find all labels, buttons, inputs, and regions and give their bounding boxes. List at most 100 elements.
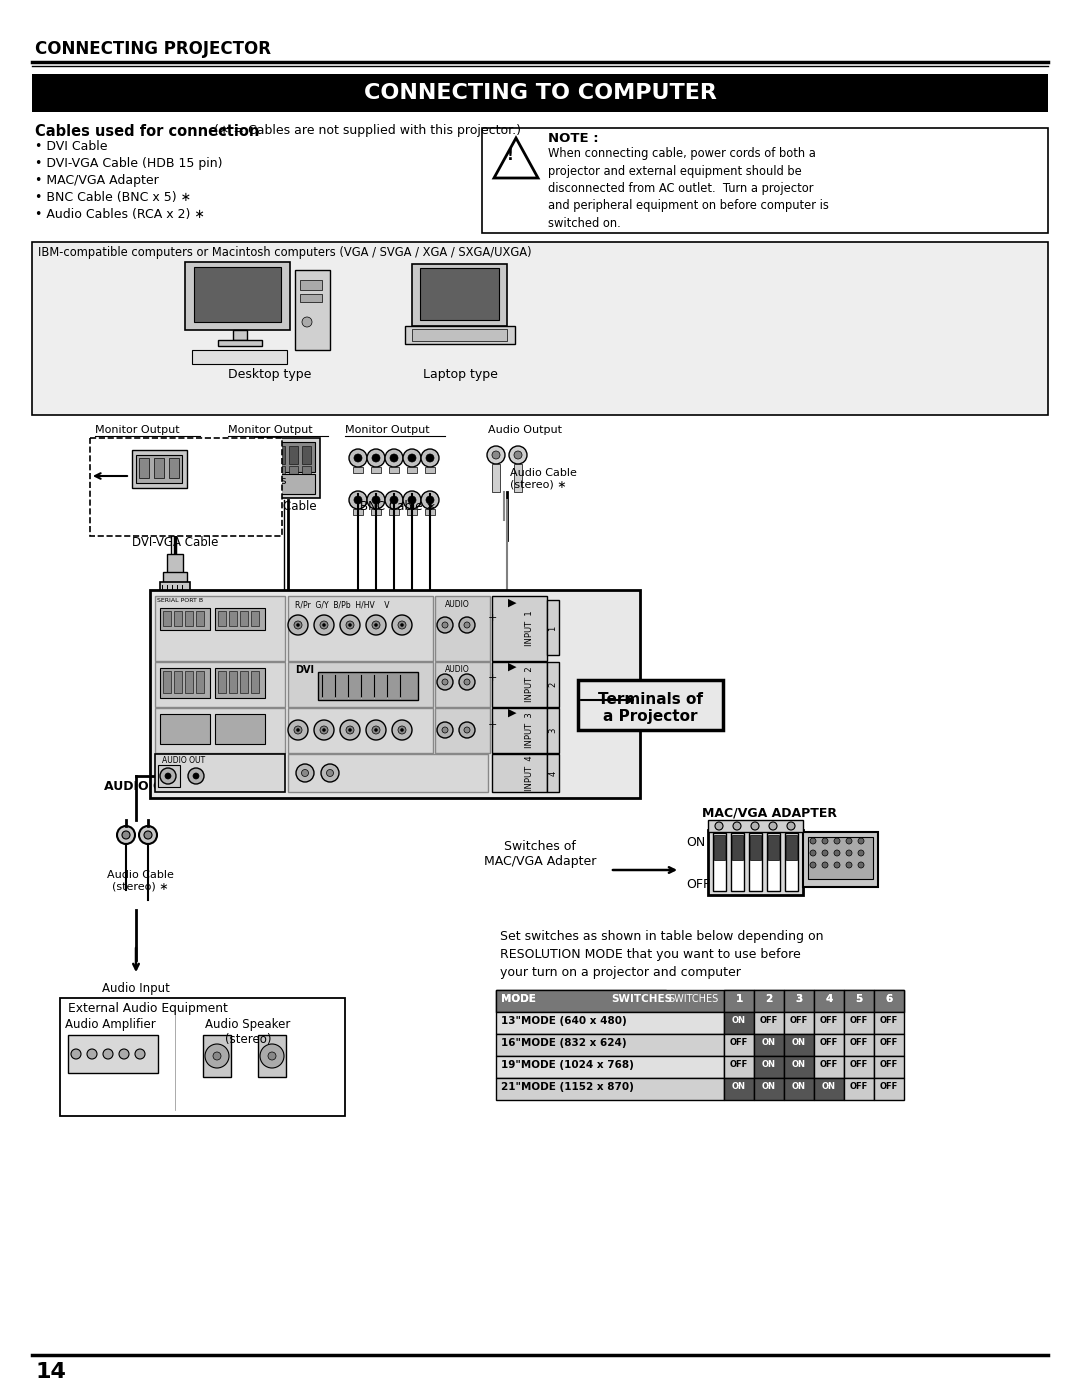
Bar xyxy=(215,714,265,745)
Bar xyxy=(407,467,417,474)
Bar xyxy=(132,450,187,488)
Bar xyxy=(724,1011,754,1034)
Text: • BNC Cable (BNC x 5) ∗: • BNC Cable (BNC x 5) ∗ xyxy=(35,191,191,204)
Text: OFF: OFF xyxy=(820,1016,838,1025)
Circle shape xyxy=(320,726,328,733)
Bar xyxy=(60,997,345,1116)
Bar xyxy=(784,1034,814,1056)
Bar xyxy=(318,672,418,700)
Text: DVI Cable: DVI Cable xyxy=(259,500,316,513)
Circle shape xyxy=(188,768,204,784)
Text: ON: ON xyxy=(822,1083,836,1091)
Bar xyxy=(289,467,298,474)
Bar xyxy=(492,464,500,492)
Bar xyxy=(754,1056,784,1078)
Text: Set slide switches: Set slide switches xyxy=(193,476,286,486)
Circle shape xyxy=(366,615,386,636)
Text: OFF: OFF xyxy=(850,1016,868,1025)
Text: AUDIO: AUDIO xyxy=(445,665,470,673)
Text: (∗ = Cables are not supplied with this projector.): (∗ = Cables are not supplied with this p… xyxy=(210,124,521,137)
Text: AUDIO: AUDIO xyxy=(445,599,470,609)
Text: OFF: OFF xyxy=(760,1016,778,1025)
Text: 3: 3 xyxy=(795,995,802,1004)
Bar xyxy=(154,458,164,478)
Bar xyxy=(496,1034,724,1056)
Circle shape xyxy=(514,451,522,460)
Circle shape xyxy=(437,722,453,738)
Bar xyxy=(276,446,285,464)
Text: +: + xyxy=(487,613,497,623)
Circle shape xyxy=(87,1049,97,1059)
Text: SWITCHES: SWITCHES xyxy=(669,995,718,1004)
Circle shape xyxy=(296,764,314,782)
Text: MODE: MODE xyxy=(501,995,536,1004)
Bar xyxy=(482,129,1048,233)
Bar xyxy=(353,467,363,474)
Bar xyxy=(295,270,330,351)
Bar xyxy=(713,833,726,891)
Text: OFF: OFF xyxy=(880,1083,899,1091)
Bar xyxy=(389,509,399,515)
Bar xyxy=(264,446,272,464)
Bar xyxy=(435,597,490,661)
Bar xyxy=(496,1078,724,1099)
Circle shape xyxy=(349,490,367,509)
Bar xyxy=(496,990,666,1011)
Circle shape xyxy=(810,838,816,844)
Text: INPUT  2: INPUT 2 xyxy=(526,666,535,701)
Circle shape xyxy=(822,862,828,868)
Text: Terminals of
a Projector: Terminals of a Projector xyxy=(597,692,702,725)
Circle shape xyxy=(834,838,840,844)
Circle shape xyxy=(323,728,325,732)
Text: Laptop type: Laptop type xyxy=(422,367,498,381)
Bar xyxy=(167,555,183,574)
Circle shape xyxy=(372,622,380,629)
Text: 2: 2 xyxy=(766,995,772,1004)
Circle shape xyxy=(769,821,777,830)
Bar xyxy=(784,1056,814,1078)
Circle shape xyxy=(399,726,406,733)
Bar xyxy=(174,610,183,626)
Circle shape xyxy=(733,821,741,830)
Text: OFF: OFF xyxy=(880,1060,899,1069)
Text: SERIAL PORT B: SERIAL PORT B xyxy=(157,598,203,604)
Bar xyxy=(546,599,559,655)
Circle shape xyxy=(135,1049,145,1059)
Bar xyxy=(68,1035,158,1073)
Text: OFF: OFF xyxy=(820,1060,838,1069)
Circle shape xyxy=(437,673,453,690)
Bar xyxy=(156,708,285,753)
Bar xyxy=(426,509,435,515)
Circle shape xyxy=(392,719,411,740)
Circle shape xyxy=(437,617,453,633)
Text: OFF: OFF xyxy=(880,1038,899,1046)
Circle shape xyxy=(340,615,360,636)
Circle shape xyxy=(372,496,380,504)
Text: MAC/VGA: MAC/VGA xyxy=(193,450,252,460)
Bar xyxy=(353,509,363,515)
Text: 21"MODE (1152 x 870): 21"MODE (1152 x 870) xyxy=(501,1083,634,1092)
Bar xyxy=(420,268,499,320)
Circle shape xyxy=(367,448,384,467)
Text: Audio Speaker
(stereo): Audio Speaker (stereo) xyxy=(205,1018,291,1046)
Bar xyxy=(814,1034,843,1056)
Circle shape xyxy=(392,615,411,636)
Bar xyxy=(156,754,285,792)
Text: AUDIO OUT: AUDIO OUT xyxy=(104,780,183,793)
Text: Audio Input: Audio Input xyxy=(103,982,170,995)
Bar xyxy=(786,835,797,861)
Text: ON: ON xyxy=(792,1083,806,1091)
Bar xyxy=(163,671,171,693)
Bar xyxy=(814,1078,843,1099)
Circle shape xyxy=(487,446,505,464)
Circle shape xyxy=(193,773,199,780)
Text: CONNECTING PROJECTOR: CONNECTING PROJECTOR xyxy=(35,41,271,59)
Bar xyxy=(767,833,780,891)
Bar xyxy=(288,754,488,792)
Bar xyxy=(731,833,744,891)
Bar xyxy=(218,610,226,626)
Text: 14: 14 xyxy=(35,1362,66,1382)
Bar xyxy=(260,474,315,495)
Text: 5: 5 xyxy=(855,995,863,1004)
Bar xyxy=(139,458,149,478)
